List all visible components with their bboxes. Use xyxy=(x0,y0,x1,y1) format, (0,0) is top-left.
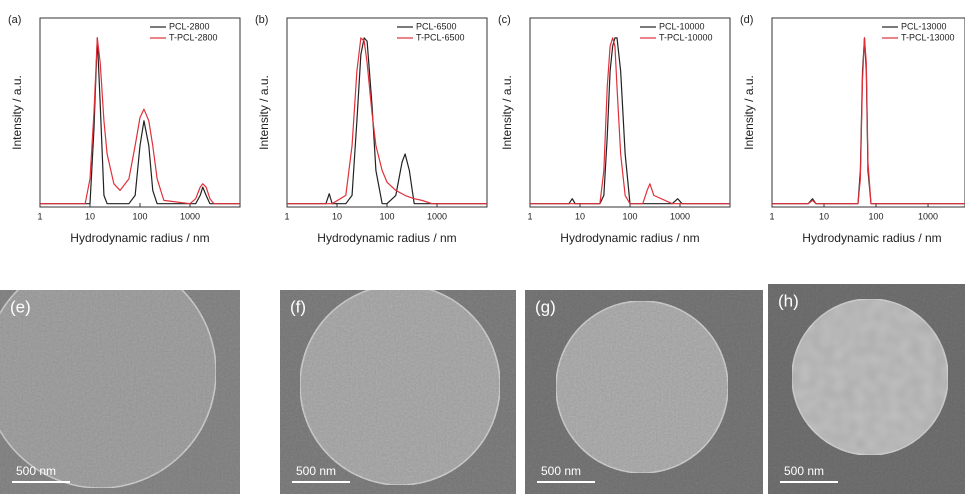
y-axis-label: Intensity / a.u. xyxy=(10,75,24,150)
x-axis-label: Hydrodynamic radius / nm xyxy=(802,231,941,245)
x-tick-label: 100 xyxy=(379,211,394,221)
x-tick-label: 1 xyxy=(527,211,532,221)
x-tick-label: 100 xyxy=(869,211,884,221)
scale-bar-label: 500 nm xyxy=(541,464,581,478)
panel-label: (b) xyxy=(255,14,268,26)
x-tick-label: 1000 xyxy=(180,211,200,221)
micrograph-film xyxy=(555,300,729,474)
y-axis-label: Intensity / a.u. xyxy=(257,75,271,150)
scale-bar-label: 500 nm xyxy=(784,464,824,478)
plot-frame xyxy=(529,17,731,208)
micrograph xyxy=(768,284,965,494)
legend-label: T-PCL-2800 xyxy=(169,32,218,42)
x-tick-label: 1000 xyxy=(427,211,447,221)
legend-label: T-PCL-6500 xyxy=(416,32,465,42)
legend-label: PCL-2800 xyxy=(169,21,210,31)
x-tick-label: 10 xyxy=(85,211,95,221)
micrograph-body xyxy=(280,290,516,494)
x-tick-label: 1 xyxy=(769,211,774,221)
legend-label: T-PCL-10000 xyxy=(659,32,713,42)
micrograph-label: (g) xyxy=(535,297,556,316)
panel-label: (c) xyxy=(498,14,511,26)
legend-label: T-PCL-13000 xyxy=(901,32,955,42)
x-tick-label: 10 xyxy=(819,211,829,221)
micrograph xyxy=(280,290,516,494)
panel-label: (d) xyxy=(740,14,753,26)
series-line xyxy=(40,37,240,205)
legend-label: PCL-6500 xyxy=(416,21,457,31)
micrograph-film xyxy=(0,290,217,489)
legend-label: PCL-10000 xyxy=(659,21,705,31)
micrograph-body xyxy=(525,290,763,494)
micrograph-body xyxy=(768,284,965,494)
micrograph-label: (h) xyxy=(778,291,799,310)
scale-bar-label: 500 nm xyxy=(296,464,336,478)
y-axis-label: Intensity / a.u. xyxy=(742,75,756,150)
series-line xyxy=(530,37,730,205)
x-tick-label: 1 xyxy=(37,211,42,221)
micrograph-film xyxy=(791,298,949,456)
micrograph-body xyxy=(0,290,240,494)
plot-frame xyxy=(771,17,965,208)
y-axis-label: Intensity / a.u. xyxy=(500,75,514,150)
x-tick-label: 10 xyxy=(332,211,342,221)
micrograph-label: (f) xyxy=(290,297,306,316)
series-line xyxy=(40,37,240,205)
x-tick-label: 100 xyxy=(622,211,637,221)
x-tick-label: 1 xyxy=(284,211,289,221)
series-line xyxy=(772,37,965,205)
x-tick-label: 100 xyxy=(132,211,147,221)
series-line xyxy=(772,37,965,205)
micrograph xyxy=(525,290,763,494)
x-tick-label: 10 xyxy=(575,211,585,221)
micrograph-film xyxy=(299,290,501,486)
scale-bar-label: 500 nm xyxy=(16,464,56,478)
micrograph xyxy=(0,290,240,494)
plot-frame xyxy=(39,17,241,208)
legend-label: PCL-13000 xyxy=(901,21,947,31)
panel-label: (a) xyxy=(8,14,21,26)
x-tick-label: 1000 xyxy=(918,211,938,221)
x-axis-label: Hydrodynamic radius / nm xyxy=(317,231,456,245)
x-axis-label: Hydrodynamic radius / nm xyxy=(560,231,699,245)
series-line xyxy=(530,37,730,205)
plot-frame xyxy=(286,17,488,208)
x-tick-label: 1000 xyxy=(670,211,690,221)
x-axis-label: Hydrodynamic radius / nm xyxy=(70,231,209,245)
series-line xyxy=(287,37,487,205)
series-line xyxy=(287,37,487,205)
micrograph-label: (e) xyxy=(10,297,31,316)
